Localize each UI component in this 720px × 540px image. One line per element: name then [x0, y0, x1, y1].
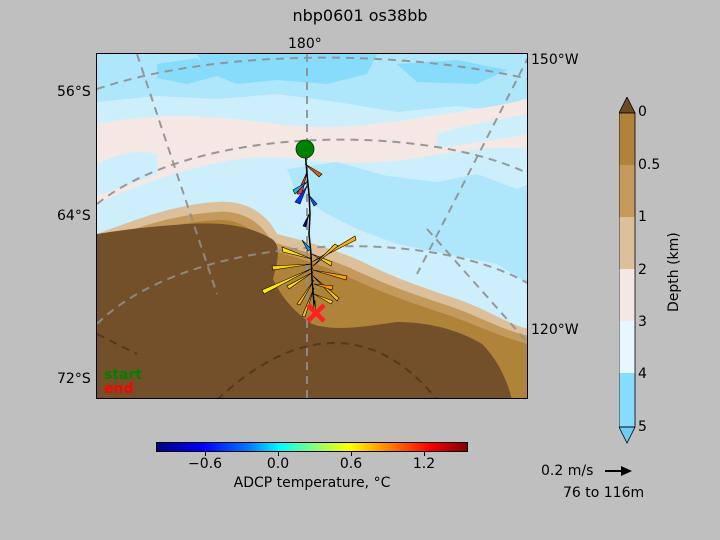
depth-tick: 1: [638, 209, 647, 225]
plot-title: nbp0601 os38bb: [292, 6, 428, 25]
velocity-arrow: [296, 279, 315, 306]
colorbar-band: [619, 217, 635, 269]
lat-label-72s: 72°S: [57, 371, 91, 387]
lat-label-64s: 64°S: [57, 208, 91, 224]
depth-tick: 0: [638, 104, 647, 120]
lon-line-west: [97, 333, 138, 355]
colorbar-band: [619, 165, 635, 217]
velocity-arrow: [301, 239, 312, 252]
temp-tick-mark: [205, 452, 206, 456]
colorbar-extend-top: [619, 97, 636, 114]
depth-colorbar: [619, 97, 636, 444]
end-marker[interactable]: [306, 303, 326, 323]
end-marker-stroke: [306, 303, 326, 323]
colorbar-band: [619, 269, 635, 321]
depth-tick: 4: [638, 366, 647, 382]
temp-tick: −0.6: [188, 456, 222, 472]
depth-colorbar-label: Depth (km): [666, 232, 682, 312]
temp-tick-mark: [351, 452, 352, 456]
lat-line-64s: [97, 138, 527, 205]
velocity-arrow: [292, 181, 308, 195]
legend-end: end: [104, 381, 134, 397]
temp-tick-mark: [424, 452, 425, 456]
velocity-vectors: [261, 163, 357, 318]
lat-label-56s: 56°S: [57, 84, 91, 100]
ocean-patch: [97, 152, 157, 196]
ocean-patch: [397, 60, 507, 84]
ocean-patch: [437, 114, 527, 148]
legend-start: start: [104, 367, 143, 383]
velocity-arrow: [312, 243, 339, 267]
velocity-arrow: [286, 271, 314, 290]
temp-tick: 0.0: [266, 456, 290, 472]
velocity-arrow: [312, 269, 348, 281]
velocity-arrow: [271, 263, 313, 271]
velocity-arrow: [313, 293, 334, 305]
temperature-colorbar: [156, 442, 468, 452]
velocity-arrow: [261, 267, 314, 295]
lon-label-180: 180°: [288, 36, 322, 52]
graticule-land: [97, 333, 437, 398]
colorbar-band: [619, 321, 635, 373]
lon-line-120w: [426, 228, 527, 344]
map-canvas: [97, 54, 527, 398]
temp-tick-mark: [278, 452, 279, 456]
scale-arrow-icon: [605, 466, 632, 476]
velocity-arrow: [304, 163, 323, 178]
ship-track: [304, 149, 316, 317]
colorbar-extend-bottom: [619, 426, 636, 444]
velocity-arrow: [301, 287, 315, 318]
lon-line-170e: [136, 54, 218, 295]
lat-line-72s: [217, 342, 437, 398]
velocity-arrow: [313, 283, 334, 291]
depth-tick: 5: [638, 419, 647, 435]
colorbar-band: [619, 373, 635, 427]
lon-label-150w: 150°W: [531, 52, 579, 68]
depth-tick: 3: [638, 314, 647, 330]
depth-tick: 0.5: [638, 157, 661, 173]
lon-label-120w: 120°W: [531, 322, 579, 338]
scale-arrow-head: [621, 466, 632, 476]
scale-depth-range: 76 to 116m: [563, 485, 645, 501]
ocean-patch: [157, 58, 217, 84]
map-panel[interactable]: [96, 53, 528, 399]
temp-tick: 1.2: [412, 456, 436, 472]
colorbar-band: [619, 113, 635, 165]
temperature-colorbar-label: ADCP temperature, °C: [233, 475, 391, 491]
temp-tick: 0.6: [339, 456, 363, 472]
velocity-arrow: [294, 185, 308, 205]
start-marker[interactable]: [295, 139, 315, 159]
velocity-arrow: [281, 246, 313, 260]
scale-speed: 0.2 m/s: [541, 463, 594, 479]
lat-line-56s: [97, 56, 527, 90]
ocean-band-southeast: [287, 162, 527, 283]
colorbar-frame: [619, 112, 636, 428]
velocity-arrow: [302, 213, 310, 228]
depth-tick: 2: [638, 262, 647, 278]
velocity-arrow: [307, 193, 318, 207]
